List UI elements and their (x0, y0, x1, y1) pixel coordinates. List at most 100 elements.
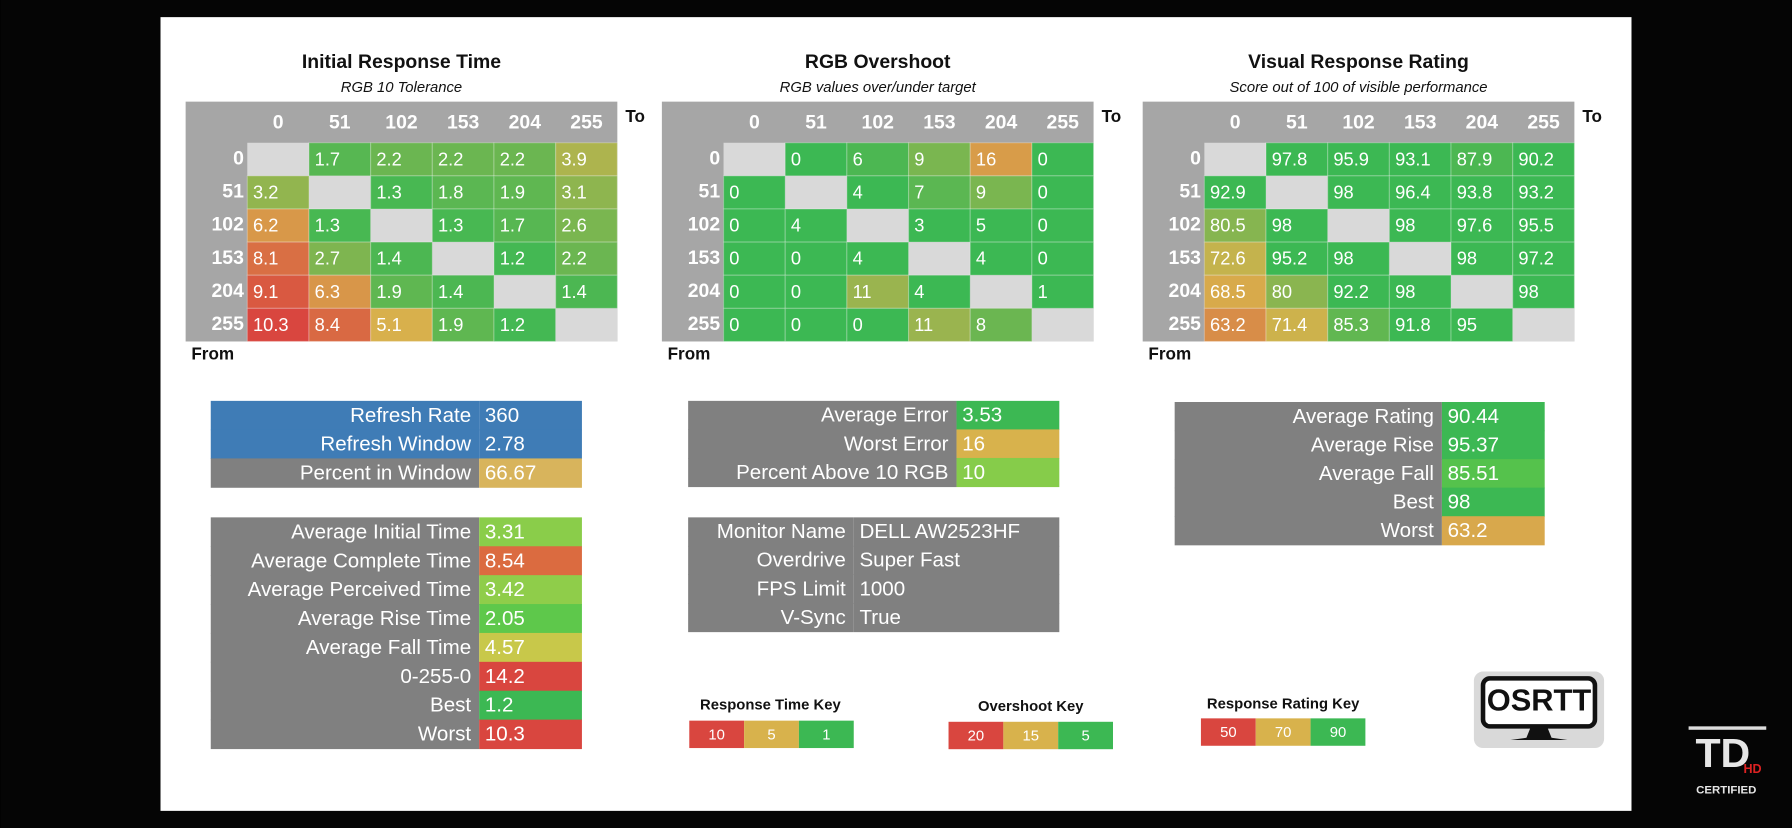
row-header: 255 (211, 313, 244, 335)
cell-value: 11 (914, 314, 933, 335)
heatmap-cell (722, 274, 786, 309)
cell-value: 96.4 (1395, 181, 1431, 202)
to-label: To (1102, 106, 1122, 126)
heatmap-cell (722, 307, 786, 343)
cell-value: 16 (976, 148, 996, 169)
heatmap-cell (246, 307, 310, 343)
cell-value: 0 (853, 314, 863, 335)
key-value: 20 (968, 729, 984, 745)
column-header: 0 (749, 111, 760, 133)
cell-value: 1.4 (561, 281, 586, 302)
stat-label-cell (688, 457, 957, 488)
row-header: 102 (211, 214, 244, 236)
stat-value-cell (1441, 516, 1545, 546)
stat-label: Average Rise Time (298, 607, 471, 630)
heatmap-title: Visual Response Rating (1248, 51, 1469, 73)
heatmap-cell (1031, 241, 1095, 276)
stat-value-cell (479, 661, 582, 692)
cell-value: 71.4 (1272, 314, 1308, 335)
cell-value: 98 (1272, 215, 1292, 236)
stat-value-cell (479, 400, 582, 431)
cell-value: 0 (791, 248, 801, 269)
heatmap-subtitle: RGB 10 Tolerance (341, 80, 462, 96)
column-header: 102 (862, 111, 895, 133)
key-value: 50 (1220, 725, 1237, 741)
stat-label: Refresh Rate (350, 404, 471, 427)
heatmap-cell (846, 241, 910, 276)
empty-cell (1512, 308, 1575, 342)
heatmap-cell (1388, 175, 1452, 210)
column-header: 153 (1404, 111, 1437, 133)
stat-label-cell (1174, 459, 1442, 489)
row-header: 51 (699, 181, 721, 203)
row-header: 153 (688, 247, 721, 269)
key-swatch (1200, 718, 1256, 746)
column-header: 204 (985, 111, 1018, 133)
heatmap-cell (846, 175, 910, 210)
empty-cell (1327, 208, 1390, 243)
cell-value: 0 (1038, 215, 1048, 236)
empty-cell (785, 175, 847, 209)
watermark-badge: HD (1743, 762, 1761, 776)
key-swatch (948, 721, 1004, 750)
cell-value: 98 (1333, 248, 1353, 269)
cell-value: 7 (914, 181, 924, 202)
heatmap-cell (722, 175, 786, 210)
cell-value: 0 (729, 281, 739, 302)
stat-label: Average Rise (1311, 433, 1434, 456)
stat-value-cell (853, 545, 1060, 576)
cell-value: 98 (1333, 181, 1353, 202)
heatmap-cell (370, 241, 433, 276)
heatmap-cell (308, 241, 372, 276)
stat-label: Average Rating (1293, 405, 1434, 428)
key-swatch (1058, 721, 1113, 750)
stat-value-cell (479, 429, 582, 459)
column-header: 0 (1230, 111, 1241, 133)
cell-value: 0 (729, 215, 739, 236)
column-header: 51 (1286, 111, 1308, 133)
stat-label: Average Complete Time (251, 549, 471, 572)
cell-value: 85.3 (1333, 314, 1369, 335)
heatmap-cell (1388, 208, 1452, 243)
watermark: TD HD CERTIFIED (1688, 726, 1767, 796)
stat-label-cell (688, 429, 957, 459)
key-title: Overshoot Key (978, 699, 1084, 715)
key-value: 90 (1330, 725, 1347, 741)
watermark-main: TD (1695, 730, 1750, 776)
heatmap-cell (370, 307, 433, 343)
row-header: 0 (233, 147, 244, 169)
stat-label-cell (688, 400, 957, 430)
stat-value-cell (956, 400, 1060, 430)
stat-value: 90.44 (1448, 405, 1499, 428)
stat-value-cell (479, 632, 582, 663)
cell-value: 6.3 (315, 281, 340, 302)
heatmap-cell (1203, 241, 1267, 276)
heatmap-cell (431, 274, 495, 309)
heatmap-cell (1265, 241, 1329, 276)
stat-value-cell (479, 604, 582, 634)
cell-value: 1.7 (315, 148, 340, 169)
cell-value: 2.7 (315, 248, 340, 269)
key-swatch (1255, 718, 1311, 746)
stat-label: Refresh Window (320, 433, 471, 456)
stat-value-cell (956, 457, 1060, 488)
cell-value: 5.1 (376, 314, 401, 335)
cell-value: 98 (1518, 281, 1538, 302)
heatmap-cell (1327, 142, 1390, 177)
stat-value-cell (479, 517, 582, 547)
cell-value: 4 (914, 281, 924, 302)
cell-value: 63.2 (1210, 314, 1246, 335)
heatmap-title: Initial Response Time (302, 51, 501, 73)
cell-value: 0 (729, 314, 739, 335)
column-header: 255 (570, 111, 603, 133)
stat-value: 8.54 (485, 549, 525, 572)
heatmap-cell (308, 274, 372, 309)
cell-value: 1 (1038, 281, 1048, 302)
stat-label: Average Fall Time (306, 636, 471, 659)
stat-value: 1000 (859, 577, 905, 600)
heatmap-cell (493, 175, 557, 210)
heatmap-cell (246, 241, 310, 276)
heatmap-cell (493, 307, 557, 343)
column-header: 153 (923, 111, 956, 133)
cell-value: 93.2 (1518, 181, 1554, 202)
